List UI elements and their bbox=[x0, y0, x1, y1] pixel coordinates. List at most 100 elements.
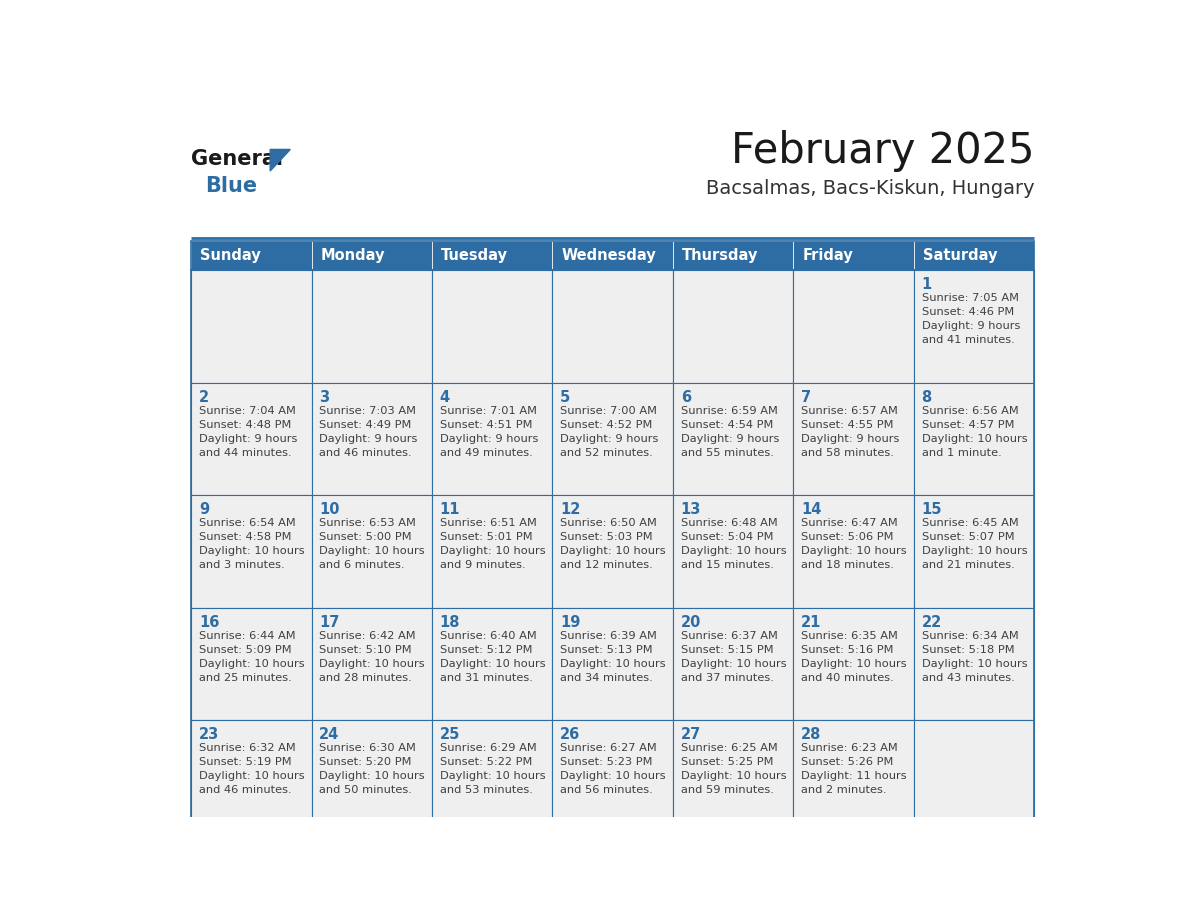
Text: 11: 11 bbox=[440, 502, 460, 517]
Bar bbox=[191, 270, 1035, 833]
Text: 24: 24 bbox=[320, 727, 340, 742]
Bar bbox=[794, 720, 914, 833]
Bar bbox=[672, 608, 794, 720]
Bar bbox=[191, 241, 311, 270]
Bar bbox=[191, 720, 311, 833]
Text: 7: 7 bbox=[801, 389, 811, 405]
Text: 3: 3 bbox=[320, 389, 329, 405]
Text: 6: 6 bbox=[681, 389, 691, 405]
Bar bbox=[191, 241, 1035, 270]
Text: Sunrise: 6:27 AM
Sunset: 5:23 PM
Daylight: 10 hours
and 56 minutes.: Sunrise: 6:27 AM Sunset: 5:23 PM Dayligh… bbox=[561, 743, 665, 795]
Text: Monday: Monday bbox=[321, 248, 385, 263]
Bar bbox=[914, 495, 1035, 608]
Text: 18: 18 bbox=[440, 614, 460, 630]
Bar bbox=[672, 270, 794, 383]
Text: 20: 20 bbox=[681, 614, 701, 630]
Text: 28: 28 bbox=[801, 727, 822, 742]
Bar bbox=[311, 608, 432, 720]
Text: Wednesday: Wednesday bbox=[562, 248, 657, 263]
Text: 17: 17 bbox=[320, 614, 340, 630]
Text: 19: 19 bbox=[561, 614, 581, 630]
Bar bbox=[794, 608, 914, 720]
Bar bbox=[552, 241, 672, 270]
Bar bbox=[432, 383, 552, 495]
Text: Tuesday: Tuesday bbox=[441, 248, 508, 263]
Bar bbox=[914, 383, 1035, 495]
Bar bbox=[191, 270, 311, 383]
Text: Sunday: Sunday bbox=[201, 248, 261, 263]
Bar bbox=[311, 383, 432, 495]
Text: Sunrise: 6:50 AM
Sunset: 5:03 PM
Daylight: 10 hours
and 12 minutes.: Sunrise: 6:50 AM Sunset: 5:03 PM Dayligh… bbox=[561, 519, 665, 570]
Text: 13: 13 bbox=[681, 502, 701, 517]
Bar bbox=[191, 608, 311, 720]
Text: 12: 12 bbox=[561, 502, 581, 517]
Bar bbox=[191, 495, 311, 608]
Text: February 2025: February 2025 bbox=[731, 130, 1035, 173]
Bar bbox=[311, 241, 432, 270]
Text: 4: 4 bbox=[440, 389, 450, 405]
Text: Sunrise: 7:01 AM
Sunset: 4:51 PM
Daylight: 9 hours
and 49 minutes.: Sunrise: 7:01 AM Sunset: 4:51 PM Dayligh… bbox=[440, 406, 538, 458]
Text: Sunrise: 6:57 AM
Sunset: 4:55 PM
Daylight: 9 hours
and 58 minutes.: Sunrise: 6:57 AM Sunset: 4:55 PM Dayligh… bbox=[801, 406, 899, 458]
Bar bbox=[552, 608, 672, 720]
Text: 22: 22 bbox=[922, 614, 942, 630]
Text: Sunrise: 6:29 AM
Sunset: 5:22 PM
Daylight: 10 hours
and 53 minutes.: Sunrise: 6:29 AM Sunset: 5:22 PM Dayligh… bbox=[440, 743, 545, 795]
Text: Sunrise: 6:30 AM
Sunset: 5:20 PM
Daylight: 10 hours
and 50 minutes.: Sunrise: 6:30 AM Sunset: 5:20 PM Dayligh… bbox=[320, 743, 425, 795]
Text: Sunrise: 6:53 AM
Sunset: 5:00 PM
Daylight: 10 hours
and 6 minutes.: Sunrise: 6:53 AM Sunset: 5:00 PM Dayligh… bbox=[320, 519, 425, 570]
Text: 25: 25 bbox=[440, 727, 460, 742]
Bar bbox=[552, 720, 672, 833]
Bar bbox=[914, 720, 1035, 833]
Text: Sunrise: 6:25 AM
Sunset: 5:25 PM
Daylight: 10 hours
and 59 minutes.: Sunrise: 6:25 AM Sunset: 5:25 PM Dayligh… bbox=[681, 743, 786, 795]
Text: 5: 5 bbox=[561, 389, 570, 405]
Bar bbox=[672, 720, 794, 833]
Bar bbox=[794, 241, 914, 270]
Bar bbox=[552, 383, 672, 495]
Text: Sunrise: 6:42 AM
Sunset: 5:10 PM
Daylight: 10 hours
and 28 minutes.: Sunrise: 6:42 AM Sunset: 5:10 PM Dayligh… bbox=[320, 631, 425, 683]
Text: 27: 27 bbox=[681, 727, 701, 742]
Text: Sunrise: 6:40 AM
Sunset: 5:12 PM
Daylight: 10 hours
and 31 minutes.: Sunrise: 6:40 AM Sunset: 5:12 PM Dayligh… bbox=[440, 631, 545, 683]
Bar bbox=[311, 270, 432, 383]
Text: Sunrise: 6:44 AM
Sunset: 5:09 PM
Daylight: 10 hours
and 25 minutes.: Sunrise: 6:44 AM Sunset: 5:09 PM Dayligh… bbox=[198, 631, 304, 683]
Text: Sunrise: 6:47 AM
Sunset: 5:06 PM
Daylight: 10 hours
and 18 minutes.: Sunrise: 6:47 AM Sunset: 5:06 PM Dayligh… bbox=[801, 519, 906, 570]
Text: Saturday: Saturday bbox=[923, 248, 998, 263]
Bar bbox=[552, 270, 672, 383]
Text: Sunrise: 6:59 AM
Sunset: 4:54 PM
Daylight: 9 hours
and 55 minutes.: Sunrise: 6:59 AM Sunset: 4:54 PM Dayligh… bbox=[681, 406, 779, 458]
Text: Sunrise: 7:05 AM
Sunset: 4:46 PM
Daylight: 9 hours
and 41 minutes.: Sunrise: 7:05 AM Sunset: 4:46 PM Dayligh… bbox=[922, 294, 1020, 345]
Text: 1: 1 bbox=[922, 277, 931, 292]
Text: 16: 16 bbox=[198, 614, 220, 630]
Bar bbox=[432, 241, 552, 270]
Text: Sunrise: 6:35 AM
Sunset: 5:16 PM
Daylight: 10 hours
and 40 minutes.: Sunrise: 6:35 AM Sunset: 5:16 PM Dayligh… bbox=[801, 631, 906, 683]
Bar bbox=[914, 608, 1035, 720]
Text: Sunrise: 6:56 AM
Sunset: 4:57 PM
Daylight: 10 hours
and 1 minute.: Sunrise: 6:56 AM Sunset: 4:57 PM Dayligh… bbox=[922, 406, 1028, 458]
Text: General: General bbox=[191, 150, 283, 170]
Bar bbox=[311, 720, 432, 833]
Text: Sunrise: 6:32 AM
Sunset: 5:19 PM
Daylight: 10 hours
and 46 minutes.: Sunrise: 6:32 AM Sunset: 5:19 PM Dayligh… bbox=[198, 743, 304, 795]
Text: Sunrise: 6:45 AM
Sunset: 5:07 PM
Daylight: 10 hours
and 21 minutes.: Sunrise: 6:45 AM Sunset: 5:07 PM Dayligh… bbox=[922, 519, 1028, 570]
Bar bbox=[432, 270, 552, 383]
Text: Sunrise: 7:04 AM
Sunset: 4:48 PM
Daylight: 9 hours
and 44 minutes.: Sunrise: 7:04 AM Sunset: 4:48 PM Dayligh… bbox=[198, 406, 297, 458]
Text: 14: 14 bbox=[801, 502, 822, 517]
Text: Bacsalmas, Bacs-Kiskun, Hungary: Bacsalmas, Bacs-Kiskun, Hungary bbox=[706, 179, 1035, 198]
Bar bbox=[914, 270, 1035, 383]
Text: Sunrise: 7:00 AM
Sunset: 4:52 PM
Daylight: 9 hours
and 52 minutes.: Sunrise: 7:00 AM Sunset: 4:52 PM Dayligh… bbox=[561, 406, 658, 458]
Text: Sunrise: 6:23 AM
Sunset: 5:26 PM
Daylight: 11 hours
and 2 minutes.: Sunrise: 6:23 AM Sunset: 5:26 PM Dayligh… bbox=[801, 743, 906, 795]
Bar bbox=[794, 270, 914, 383]
Text: 15: 15 bbox=[922, 502, 942, 517]
Text: Sunrise: 6:48 AM
Sunset: 5:04 PM
Daylight: 10 hours
and 15 minutes.: Sunrise: 6:48 AM Sunset: 5:04 PM Dayligh… bbox=[681, 519, 786, 570]
Bar bbox=[311, 495, 432, 608]
Text: Blue: Blue bbox=[206, 175, 257, 196]
Text: 8: 8 bbox=[922, 389, 931, 405]
Text: 9: 9 bbox=[198, 502, 209, 517]
Bar bbox=[914, 241, 1035, 270]
Polygon shape bbox=[270, 150, 290, 171]
Text: 10: 10 bbox=[320, 502, 340, 517]
Bar bbox=[432, 608, 552, 720]
Bar bbox=[432, 720, 552, 833]
Bar bbox=[794, 383, 914, 495]
Text: Sunrise: 7:03 AM
Sunset: 4:49 PM
Daylight: 9 hours
and 46 minutes.: Sunrise: 7:03 AM Sunset: 4:49 PM Dayligh… bbox=[320, 406, 418, 458]
Text: 21: 21 bbox=[801, 614, 822, 630]
Text: Friday: Friday bbox=[803, 248, 853, 263]
Bar bbox=[191, 383, 311, 495]
Bar bbox=[552, 495, 672, 608]
Text: Sunrise: 6:54 AM
Sunset: 4:58 PM
Daylight: 10 hours
and 3 minutes.: Sunrise: 6:54 AM Sunset: 4:58 PM Dayligh… bbox=[198, 519, 304, 570]
Text: Sunrise: 6:39 AM
Sunset: 5:13 PM
Daylight: 10 hours
and 34 minutes.: Sunrise: 6:39 AM Sunset: 5:13 PM Dayligh… bbox=[561, 631, 665, 683]
